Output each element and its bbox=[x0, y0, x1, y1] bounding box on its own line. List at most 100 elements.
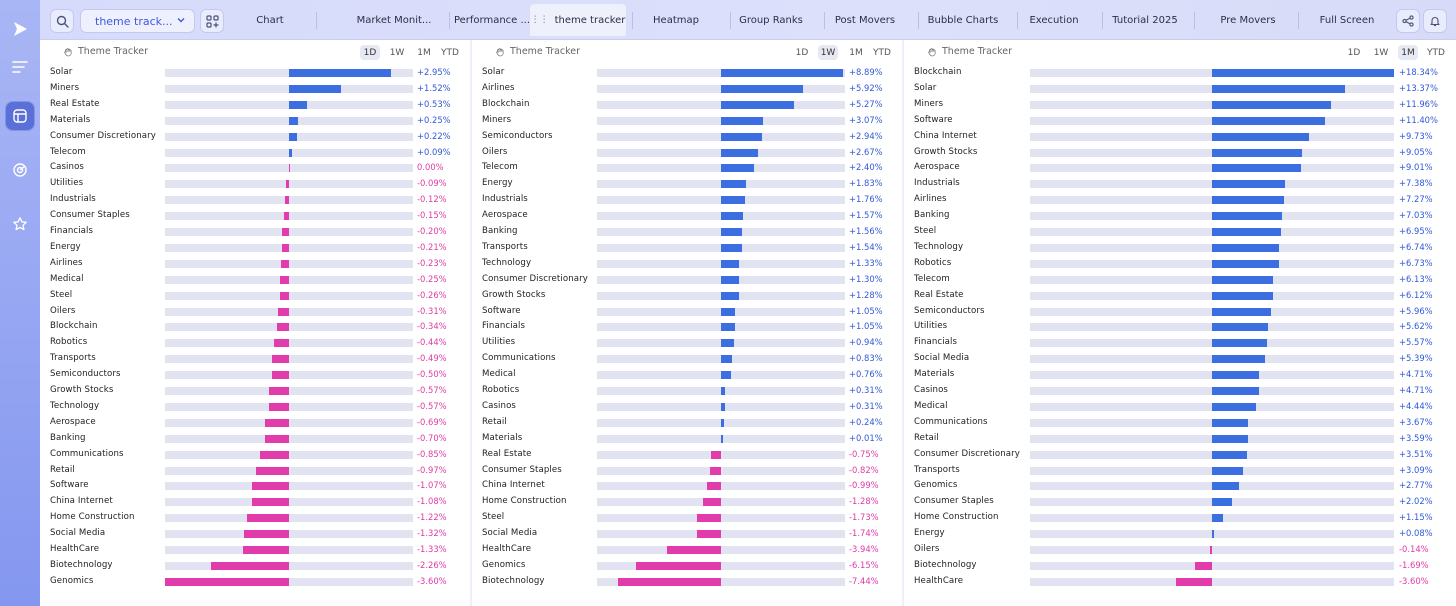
tab-theme-tracker[interactable]: ⋮⋮ theme tracker bbox=[530, 4, 626, 36]
theme-row[interactable]: Financials +1.05% bbox=[472, 319, 902, 335]
theme-row[interactable]: Banking +7.03% bbox=[904, 208, 1456, 224]
theme-row[interactable]: Home Construction +1.15% bbox=[904, 510, 1456, 526]
share-button[interactable] bbox=[1396, 9, 1420, 33]
theme-row[interactable]: Software -1.07% bbox=[40, 478, 470, 494]
theme-row[interactable]: Blockchain -0.34% bbox=[40, 319, 470, 335]
theme-row[interactable]: Consumer Staples +2.02% bbox=[904, 494, 1456, 510]
theme-row[interactable]: Energy +0.08% bbox=[904, 526, 1456, 542]
theme-row[interactable]: Solar +8.89% bbox=[472, 65, 902, 81]
drag-handle-icon[interactable]: ⋮⋮ bbox=[530, 15, 549, 25]
theme-row[interactable]: Steel -0.26% bbox=[40, 288, 470, 304]
theme-row[interactable]: Aerospace +1.57% bbox=[472, 208, 902, 224]
theme-row[interactable]: HealthCare -3.94% bbox=[472, 542, 902, 558]
theme-row[interactable]: Industrials -0.12% bbox=[40, 192, 470, 208]
theme-row[interactable]: Telecom +6.13% bbox=[904, 272, 1456, 288]
timeframe-ytd-button[interactable]: YTD bbox=[1427, 47, 1445, 58]
theme-row[interactable]: Oilers -0.14% bbox=[904, 542, 1456, 558]
tab-execution[interactable]: Execution bbox=[1012, 4, 1096, 36]
theme-row[interactable]: Telecom +2.40% bbox=[472, 160, 902, 176]
theme-row[interactable]: Medical -0.25% bbox=[40, 272, 470, 288]
search-button[interactable] bbox=[50, 9, 74, 33]
theme-row[interactable]: Blockchain +18.34% bbox=[904, 65, 1456, 81]
theme-row[interactable]: China Internet -1.08% bbox=[40, 494, 470, 510]
theme-row[interactable]: Real Estate -0.75% bbox=[472, 447, 902, 463]
theme-row[interactable]: Biotechnology -2.26% bbox=[40, 558, 470, 574]
theme-row[interactable]: Medical +0.76% bbox=[472, 367, 902, 383]
theme-row[interactable]: Robotics -0.44% bbox=[40, 335, 470, 351]
theme-row[interactable]: Transports +1.54% bbox=[472, 240, 902, 256]
theme-row[interactable]: Growth Stocks +1.28% bbox=[472, 288, 902, 304]
theme-row[interactable]: Communications +0.83% bbox=[472, 351, 902, 367]
tab-group-ranks[interactable]: Group Ranks bbox=[724, 4, 818, 36]
timeframe-1m-button[interactable]: 1M bbox=[849, 47, 863, 58]
theme-row[interactable]: Software +1.05% bbox=[472, 304, 902, 320]
theme-row[interactable]: Social Media -1.32% bbox=[40, 526, 470, 542]
theme-row[interactable]: HealthCare -1.33% bbox=[40, 542, 470, 558]
theme-row[interactable]: Transports -0.49% bbox=[40, 351, 470, 367]
tab-market-monit[interactable]: Market Monit... bbox=[345, 4, 443, 36]
theme-row[interactable]: Oilers +2.67% bbox=[472, 145, 902, 161]
theme-row[interactable]: Miners +1.52% bbox=[40, 81, 470, 97]
hand-grab-icon[interactable] bbox=[495, 47, 505, 57]
tab-tutorial-2025[interactable]: Tutorial 2025 bbox=[1102, 4, 1188, 36]
theme-row[interactable]: Utilities +0.94% bbox=[472, 335, 902, 351]
theme-row[interactable]: Robotics +0.31% bbox=[472, 383, 902, 399]
theme-row[interactable]: Banking -0.70% bbox=[40, 431, 470, 447]
theme-row[interactable]: Solar +13.37% bbox=[904, 81, 1456, 97]
theme-row[interactable]: Telecom +0.09% bbox=[40, 145, 470, 161]
star-icon[interactable] bbox=[5, 209, 35, 239]
theme-row[interactable]: Airlines -0.23% bbox=[40, 256, 470, 272]
theme-row[interactable]: Solar +2.95% bbox=[40, 65, 470, 81]
theme-row[interactable]: Semiconductors -0.50% bbox=[40, 367, 470, 383]
theme-row[interactable]: Genomics +2.77% bbox=[904, 478, 1456, 494]
add-widget-button[interactable] bbox=[200, 9, 224, 33]
theme-row[interactable]: Technology -0.57% bbox=[40, 399, 470, 415]
theme-row[interactable]: Software +11.40% bbox=[904, 113, 1456, 129]
theme-row[interactable]: Growth Stocks -0.57% bbox=[40, 383, 470, 399]
logo-play-icon[interactable] bbox=[5, 14, 35, 44]
theme-row[interactable]: Energy +1.83% bbox=[472, 176, 902, 192]
theme-row[interactable]: Genomics -6.15% bbox=[472, 558, 902, 574]
theme-row[interactable]: Retail +3.59% bbox=[904, 431, 1456, 447]
timeframe-1w-button[interactable]: 1W bbox=[389, 47, 405, 58]
theme-row[interactable]: Biotechnology -1.69% bbox=[904, 558, 1456, 574]
theme-row[interactable]: China Internet +9.73% bbox=[904, 129, 1456, 145]
theme-row[interactable]: Materials +0.25% bbox=[40, 113, 470, 129]
theme-row[interactable]: Semiconductors +2.94% bbox=[472, 129, 902, 145]
theme-row[interactable]: HealthCare -3.60% bbox=[904, 574, 1456, 590]
theme-row[interactable]: Financials +5.57% bbox=[904, 335, 1456, 351]
timeframe-1w-button[interactable]: 1W bbox=[1373, 47, 1389, 58]
timeframe-ytd-button[interactable]: YTD bbox=[441, 47, 459, 58]
theme-row[interactable]: Biotechnology -7.44% bbox=[472, 574, 902, 590]
theme-row[interactable]: Materials +4.71% bbox=[904, 367, 1456, 383]
tab-heatmap[interactable]: Heatmap bbox=[628, 4, 724, 36]
timeframe-ytd-button[interactable]: YTD bbox=[873, 47, 891, 58]
tab-chart[interactable]: Chart bbox=[230, 4, 310, 36]
theme-row[interactable]: Materials +0.01% bbox=[472, 431, 902, 447]
theme-row[interactable]: Semiconductors +5.96% bbox=[904, 304, 1456, 320]
theme-row[interactable]: Robotics +6.73% bbox=[904, 256, 1456, 272]
theme-row[interactable]: Real Estate +6.12% bbox=[904, 288, 1456, 304]
timeframe-1m-button[interactable]: 1M bbox=[1398, 45, 1418, 60]
timeframe-1d-button[interactable]: 1D bbox=[795, 47, 809, 58]
theme-row[interactable]: Casinos 0.00% bbox=[40, 160, 470, 176]
theme-row[interactable]: Consumer Discretionary +1.30% bbox=[472, 272, 902, 288]
theme-row[interactable]: Industrials +7.38% bbox=[904, 176, 1456, 192]
theme-row[interactable]: Communications +3.67% bbox=[904, 415, 1456, 431]
theme-row[interactable]: Industrials +1.76% bbox=[472, 192, 902, 208]
theme-row[interactable]: Miners +11.96% bbox=[904, 97, 1456, 113]
theme-row[interactable]: Real Estate +0.53% bbox=[40, 97, 470, 113]
timeframe-1d-button[interactable]: 1D bbox=[1347, 47, 1361, 58]
theme-row[interactable]: Growth Stocks +9.05% bbox=[904, 145, 1456, 161]
theme-row[interactable]: China Internet -0.99% bbox=[472, 478, 902, 494]
theme-row[interactable]: Financials -0.20% bbox=[40, 224, 470, 240]
theme-row[interactable]: Oilers -0.31% bbox=[40, 304, 470, 320]
hand-grab-icon[interactable] bbox=[927, 47, 937, 57]
tab-pre-movers[interactable]: Pre Movers bbox=[1204, 4, 1292, 36]
theme-row[interactable]: Miners +3.07% bbox=[472, 113, 902, 129]
theme-row[interactable]: Genomics -3.60% bbox=[40, 574, 470, 590]
theme-row[interactable]: Blockchain +5.27% bbox=[472, 97, 902, 113]
theme-row[interactable]: Retail +0.24% bbox=[472, 415, 902, 431]
theme-row[interactable]: Consumer Staples -0.15% bbox=[40, 208, 470, 224]
theme-row[interactable]: Aerospace -0.69% bbox=[40, 415, 470, 431]
